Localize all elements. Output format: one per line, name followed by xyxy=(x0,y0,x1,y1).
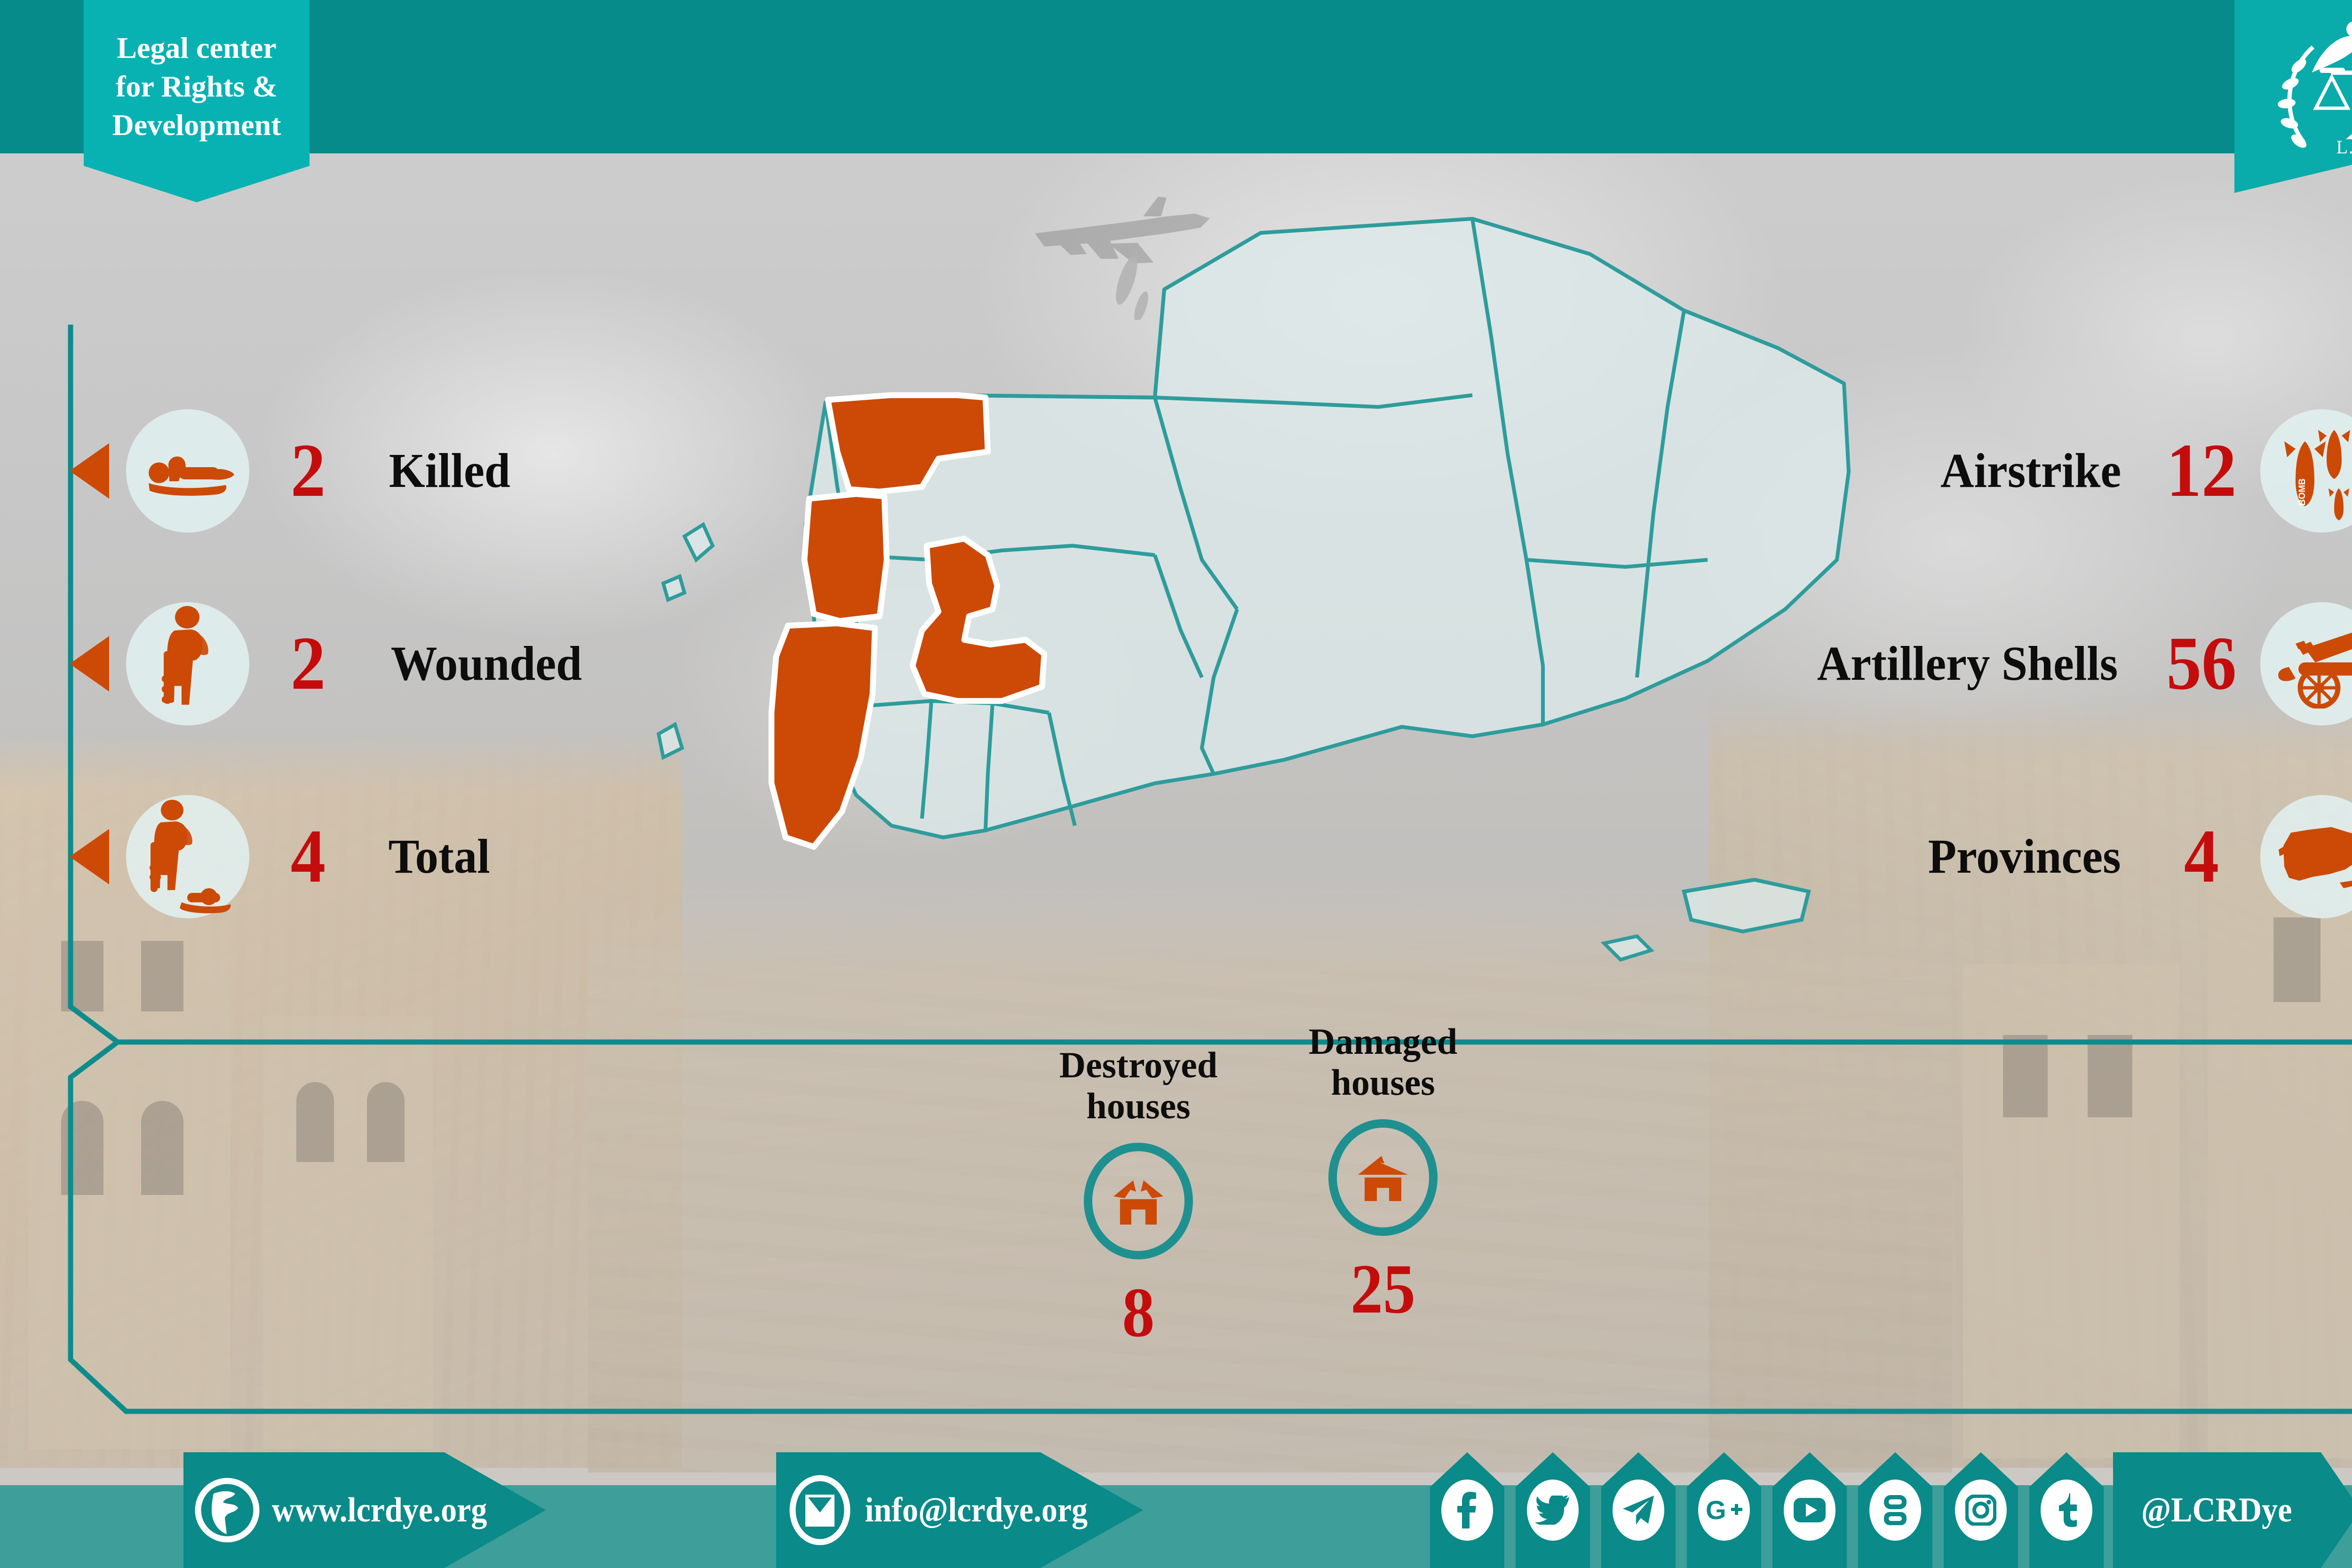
telegram-icon xyxy=(1613,1480,1664,1541)
background-window xyxy=(296,1082,334,1162)
injured-person-icon xyxy=(126,602,249,725)
destroyed-houses-label-line2: houses xyxy=(1086,1085,1191,1127)
stat-row-artillery[interactable]: 56 Artillery Shells xyxy=(1809,602,2352,725)
killed-label: Killed xyxy=(389,444,510,498)
bomb-label: BOMB xyxy=(2297,478,2307,506)
cannon-icon xyxy=(2260,602,2352,725)
background-building xyxy=(28,894,230,1449)
damaged-house-ring xyxy=(1328,1119,1438,1236)
wounded-value: 2 xyxy=(290,621,326,706)
socotra-island xyxy=(1682,877,1811,934)
casualties-total-icon xyxy=(126,795,249,918)
airstrike-label: Airstrike xyxy=(1940,444,2121,498)
header-bar xyxy=(0,0,2352,153)
facebook-icon xyxy=(1441,1480,1493,1541)
background-building xyxy=(1963,964,2179,1458)
total-label: Total xyxy=(388,829,490,883)
damaged-houses-block[interactable]: Damaged houses 25 xyxy=(1261,1021,1505,1324)
artillery-value: 56 xyxy=(2166,621,2237,706)
provinces-value: 4 xyxy=(2184,814,2219,899)
ribbon-line-2: for Rights & xyxy=(116,70,278,103)
artillery-label: Artillery Shells xyxy=(1817,637,2118,691)
red-sea-island xyxy=(661,573,687,603)
destroyed-house-icon xyxy=(1113,1180,1163,1225)
background-window xyxy=(61,941,103,1011)
ribbon-line-1: Legal center xyxy=(117,31,277,65)
blogger-icon xyxy=(1869,1480,1921,1541)
kamaran-island xyxy=(682,522,715,563)
ribbon-line-3: Development xyxy=(112,108,281,142)
province-highlight-hodeidah xyxy=(768,620,878,850)
airstrike-value: 12 xyxy=(2166,429,2237,513)
red-sea-island xyxy=(656,722,684,760)
fighter-jet-icon xyxy=(1025,188,1228,322)
background-window xyxy=(141,1101,183,1195)
dead-body-icon xyxy=(126,409,249,533)
left-arrow-marker xyxy=(70,829,109,884)
background-building xyxy=(263,1016,433,1449)
stat-row-wounded[interactable]: 2 Wounded xyxy=(70,602,587,725)
left-arrow-marker xyxy=(70,636,109,692)
organisation-ribbon-text: Legal center for Rights & Development xyxy=(112,29,281,174)
background-window xyxy=(141,941,183,1011)
small-island xyxy=(1600,934,1655,962)
left-arrow-marker xyxy=(70,443,109,499)
globe-icon xyxy=(195,1478,260,1543)
background-building xyxy=(2208,847,2352,1458)
organisation-ribbon: Legal center for Rights & Development xyxy=(84,0,310,202)
background-window xyxy=(2088,1035,2132,1117)
background-window xyxy=(367,1082,405,1162)
bombs-icon: BOMB xyxy=(2260,409,2352,533)
stat-row-killed[interactable]: 2 Killed xyxy=(70,409,514,533)
google-plus-icon: G xyxy=(1698,1480,1750,1541)
youtube-icon xyxy=(1784,1480,1836,1541)
twitter-icon xyxy=(1527,1480,1579,1541)
lcrd-logo: L.C.R.D xyxy=(2278,21,2352,158)
stat-row-provinces[interactable]: 4 Provinces xyxy=(1923,795,2352,918)
envelope-icon xyxy=(789,1475,850,1545)
provinces-label: Provinces xyxy=(1928,829,2121,883)
handle-tag[interactable]: @LCRDye xyxy=(2113,1452,2352,1568)
destroyed-houses-value: 8 xyxy=(1122,1273,1155,1352)
damaged-houses-label-line2: houses xyxy=(1331,1062,1435,1103)
instagram-icon xyxy=(1955,1480,2007,1541)
destroyed-houses-label-line1: Destroyed xyxy=(1059,1044,1218,1085)
logo-acronym: L.C.R.D xyxy=(2336,136,2352,158)
background-window xyxy=(2003,1035,2048,1117)
handle-text: @LCRDye xyxy=(2141,1490,2292,1529)
stat-row-airstrike[interactable]: BOMB 12 Airstrike xyxy=(1936,409,2352,533)
destroyed-houses-label: Destroyed houses xyxy=(1016,1044,1261,1127)
damaged-houses-label: Damaged houses xyxy=(1261,1021,1505,1103)
website-text: www.lcrdye.org xyxy=(271,1490,487,1529)
yemen-map xyxy=(649,169,1919,997)
background-window xyxy=(61,1101,103,1195)
damaged-house-icon xyxy=(1358,1155,1408,1201)
tumblr-icon xyxy=(2041,1480,2092,1541)
stat-row-total[interactable]: 4 Total xyxy=(70,795,493,918)
yemen-map-icon xyxy=(2260,795,2352,918)
wounded-label: Wounded xyxy=(390,637,582,691)
svg-text:G: G xyxy=(1706,1496,1726,1525)
killed-value: 2 xyxy=(290,429,326,513)
total-value: 4 xyxy=(290,814,326,899)
background-window xyxy=(2273,917,2320,1002)
destroyed-houses-block[interactable]: Destroyed houses 8 xyxy=(1016,1044,1261,1348)
destroyed-house-ring xyxy=(1084,1142,1193,1259)
yemen-map-svg xyxy=(656,217,1851,962)
damaged-houses-value: 25 xyxy=(1351,1250,1415,1328)
logo-badge: L.C.R.D xyxy=(2234,0,2352,193)
email-text: info@lcrdye.org xyxy=(865,1490,1088,1529)
damaged-houses-label-line1: Damaged xyxy=(1308,1021,1458,1062)
province-highlight-hajjah xyxy=(801,491,890,624)
